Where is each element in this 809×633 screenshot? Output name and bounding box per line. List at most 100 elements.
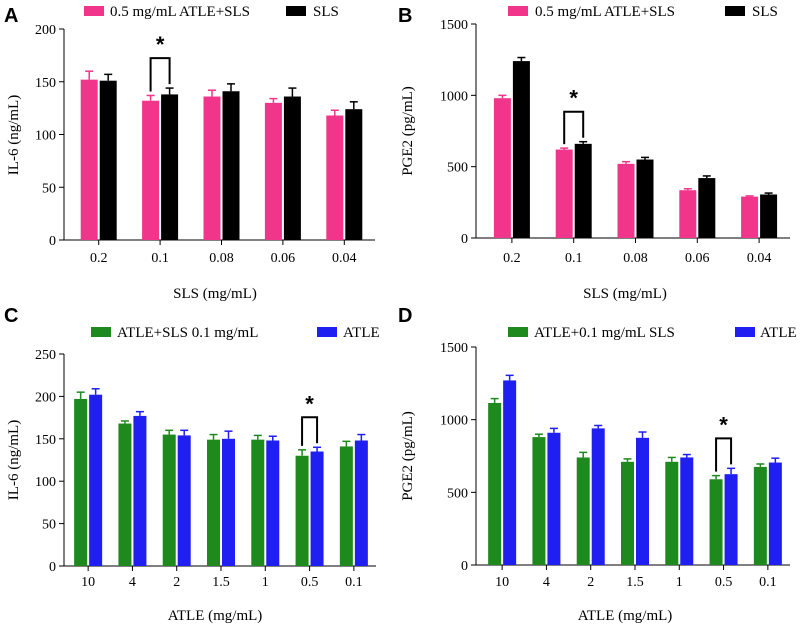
x-tick-label: 0.1 [759,575,777,590]
bar [326,115,344,240]
y-tick-label: 1500 [440,18,468,33]
x-tick-label: 10 [495,575,509,590]
panel-letter: B [398,5,412,27]
x-tick-label: 1 [262,575,269,590]
bar [636,159,654,238]
x-tick-label: 10 [81,575,95,590]
y-tick-label: 500 [447,486,468,501]
y-axis-title: PGE2 (pg/mL) [400,411,416,501]
significance-star: * [156,32,165,57]
bar [698,178,716,238]
y-axis-title: IL-6 (ng/mL) [6,420,22,500]
bar [266,440,280,566]
bar [222,91,240,241]
significance-bracket [715,437,733,472]
x-tick-label: 2 [173,575,180,590]
bar [547,432,561,565]
significance-bracket [149,57,171,92]
x-axis-title: ATLE (mg/mL) [168,608,263,624]
x-axis-title: SLS (mg/mL) [173,286,257,302]
x-tick-label: 0.08 [623,251,648,266]
bar [665,461,679,565]
bar [162,434,176,566]
panel-a: A 0.5 mg/mL ATLE+SLS SLS 0 50 100 150 200 IL-6 (… [4,4,375,302]
bar [512,61,530,238]
legend-label: ATLE+SLS 0.1 mg/mL [117,325,258,341]
legend-label: SLS [313,4,339,20]
y-tick-label: 250 [35,348,56,363]
bar [80,79,98,240]
x-tick-label: 0.5 [715,575,733,590]
legend-swatch [725,6,745,16]
bar [680,457,694,565]
bar [203,96,221,241]
bar [99,80,117,240]
significance-star: * [569,86,578,111]
x-tick-label: 0.2 [90,251,108,266]
y-tick-label: 1000 [440,414,468,429]
bar [142,100,160,241]
bar [679,190,697,238]
y-tick-label: 50 [42,518,56,533]
legend-swatch [91,327,111,337]
y-tick-label: 0 [461,232,468,247]
bar [161,94,179,240]
y-axis-title: IL-6 (ng/mL) [6,95,22,175]
y-tick-label: 1500 [440,341,468,356]
significance-bracket [301,416,319,446]
bar [133,415,147,566]
legend-label: 0.5 mg/mL ATLE+SLS [110,4,250,20]
bar [532,437,546,565]
x-axis-title: ATLE (mg/mL) [578,608,673,624]
bar [753,466,767,565]
y-tick-label: 150 [35,76,56,91]
y-tick-label: 150 [35,433,56,448]
panel-letter: D [398,305,412,327]
y-tick-label: 200 [35,390,56,405]
legend-swatch [735,327,755,337]
y-tick-label: 500 [447,161,468,176]
bar [222,438,235,566]
significance-bracket [563,110,585,145]
y-tick-label: 100 [35,129,56,144]
x-tick-label: 0.1 [345,575,363,590]
x-tick-label: 4 [129,575,136,590]
panel-c: C ATLE+SLS 0.1 mg/mL ATLE 0 50 100 150 200 250 IL… [4,305,380,624]
y-tick-label: 50 [42,181,56,196]
x-tick-label: 0.04 [332,251,357,266]
legend-swatch [508,6,528,16]
y-tick-label: 100 [35,475,56,490]
legend-swatch [84,6,104,16]
y-tick-label: 0 [49,560,56,575]
bar [251,439,265,566]
x-tick-label: 0.04 [747,251,772,266]
x-tick-label: 0.06 [685,251,710,266]
y-tick-label: 1000 [440,89,468,104]
significance-star: * [305,391,314,416]
y-tick-label: 0 [49,234,56,249]
legend-swatch [286,6,306,16]
bar [488,402,502,565]
y-axis-title: PGE2 (pg/mL) [400,86,416,176]
legend-label: ATLE [760,325,797,341]
bar [295,455,309,566]
significance-star: * [719,412,728,437]
legend-label: SLS [752,4,778,20]
bar [741,196,759,238]
bar [617,163,635,238]
legend-label: ATLE+0.1 mg/mL SLS [534,325,675,341]
bar [283,96,301,241]
x-tick-label: 0.2 [503,251,521,266]
bar [207,439,220,566]
x-tick-label: 0.1 [151,251,169,266]
bar [354,440,368,566]
x-axis-title: SLS (mg/mL) [583,286,667,302]
x-tick-label: 1 [676,575,683,590]
bar [310,451,324,566]
bar [574,143,592,238]
panel-letter: C [4,305,18,327]
bar [339,446,353,566]
bar [768,462,782,565]
bar [503,380,517,565]
legend-label: ATLE [343,325,380,341]
